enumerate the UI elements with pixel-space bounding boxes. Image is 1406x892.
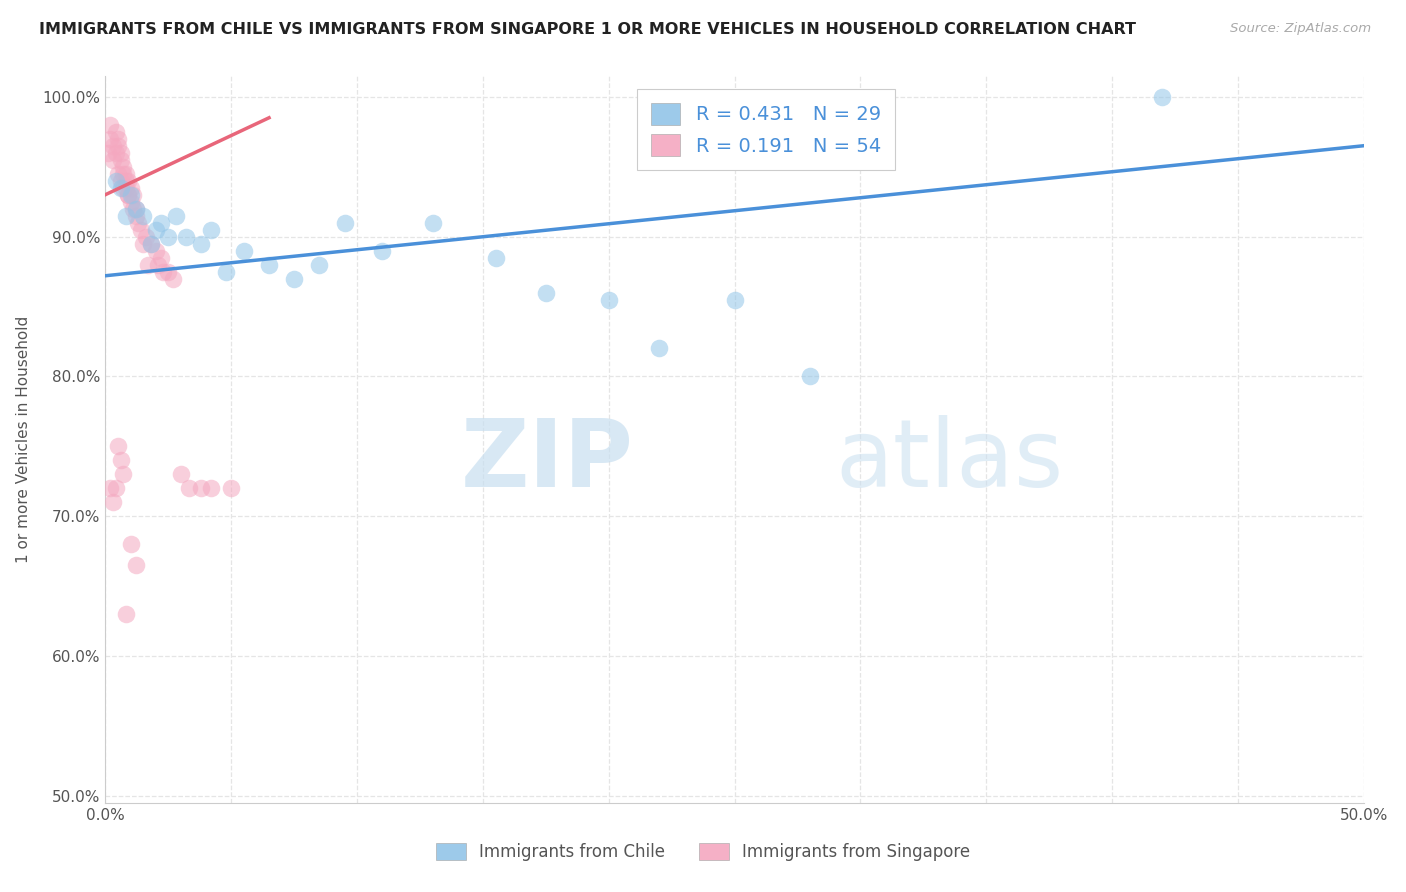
Point [152,264,174,278]
Point [120,187,142,202]
Point [110,180,132,194]
Text: Source: ZipAtlas.com: Source: ZipAtlas.com [1230,22,1371,36]
Point [534,285,557,300]
Point [219,481,242,495]
Point [110,174,132,188]
Point [117,187,139,202]
Point [124,558,146,573]
Point [484,251,506,265]
Point [139,236,162,251]
Point [170,467,193,482]
Point [215,264,238,278]
Point [132,236,155,251]
Point [190,481,212,495]
Point [114,167,136,181]
Point [232,244,254,258]
Point [107,439,129,453]
Point [598,293,620,307]
Point [114,209,136,223]
Point [104,174,127,188]
Point [129,222,152,236]
Point [101,153,124,167]
Point [112,180,135,194]
Point [120,180,142,194]
Point [1152,90,1174,104]
Point [112,167,135,181]
Point [100,132,122,146]
Point [112,467,135,482]
Point [112,160,135,174]
Point [799,369,821,384]
Legend: R = 0.431   N = 29, R = 0.191   N = 54: R = 0.431 N = 29, R = 0.191 N = 54 [637,89,894,170]
Point [165,209,187,223]
Point [648,342,671,356]
Legend: Immigrants from Chile, Immigrants from Singapore: Immigrants from Chile, Immigrants from S… [429,836,977,868]
Point [97,145,120,160]
Point [117,187,139,202]
Point [283,271,305,285]
Text: atlas: atlas [835,415,1063,508]
Point [114,174,136,188]
Point [333,216,356,230]
Point [145,222,167,236]
Point [107,132,129,146]
Point [117,174,139,188]
Point [148,258,170,272]
Point [422,216,444,230]
Point [104,145,127,160]
Point [177,481,200,495]
Point [101,138,124,153]
Point [157,264,180,278]
Point [174,229,197,244]
Point [120,194,142,209]
Point [100,118,122,132]
Point [122,187,145,202]
Text: IMMIGRANTS FROM CHILE VS IMMIGRANTS FROM SINGAPORE 1 OR MORE VEHICLES IN HOUSEHO: IMMIGRANTS FROM CHILE VS IMMIGRANTS FROM… [39,22,1136,37]
Point [107,167,129,181]
Point [200,481,222,495]
Text: ZIP: ZIP [461,415,634,508]
Point [120,537,142,551]
Point [200,222,222,236]
Point [124,209,146,223]
Point [149,216,172,230]
Point [257,258,280,272]
Point [135,229,157,244]
Point [101,495,124,509]
Point [723,293,745,307]
Point [110,145,132,160]
Point [124,202,146,216]
Point [110,153,132,167]
Point [136,258,159,272]
Point [107,138,129,153]
Y-axis label: 1 or more Vehicles in Household: 1 or more Vehicles in Household [17,316,31,563]
Point [104,481,127,495]
Point [114,607,136,621]
Point [139,236,162,251]
Point [104,125,127,139]
Point [127,216,149,230]
Point [157,229,180,244]
Point [122,202,145,216]
Point [308,258,330,272]
Point [114,180,136,194]
Point [162,271,184,285]
Point [132,209,155,223]
Point [124,202,146,216]
Point [371,244,394,258]
Point [110,453,132,467]
Point [145,244,167,258]
Point [190,236,212,251]
Point [149,251,172,265]
Point [100,481,122,495]
